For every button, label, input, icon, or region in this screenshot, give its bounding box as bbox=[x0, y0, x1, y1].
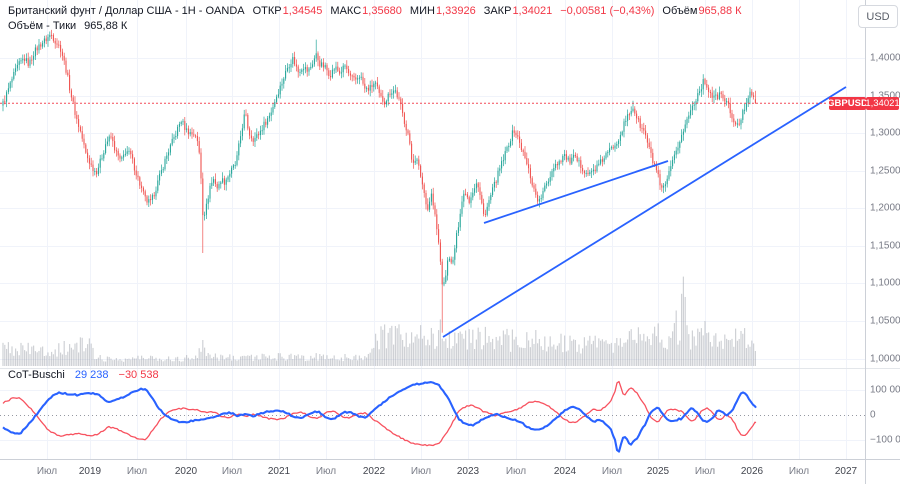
time-axis-label: 2021 bbox=[267, 466, 291, 477]
price-axis-label: 1,05000 bbox=[870, 315, 900, 327]
time-axis-label: Июл bbox=[788, 466, 810, 477]
price-axis-label: −100 000 bbox=[870, 434, 900, 446]
time-axis-label: 2025 bbox=[646, 466, 670, 477]
time-axis-label: 2024 bbox=[553, 466, 577, 477]
time-axis-label: 2020 bbox=[174, 466, 198, 477]
price-axis-label: 1,35000 bbox=[870, 90, 900, 102]
time-axis-label: 2022 bbox=[362, 466, 386, 477]
time-axis-label: 2023 bbox=[456, 466, 480, 477]
currency-usd-button[interactable]: USD bbox=[858, 5, 898, 28]
price-axis-label: 1,15000 bbox=[870, 240, 900, 252]
cot-short-value: −30 538 bbox=[118, 369, 159, 381]
cot-indicator-legend[interactable]: CoT-Buschi 29 238 −30 538 bbox=[8, 369, 159, 382]
price-axis-label: 1,40000 bbox=[870, 52, 900, 64]
time-axis-label: Июл bbox=[221, 466, 243, 477]
time-axis-label: 2026 bbox=[740, 466, 764, 477]
symbol-price-label: GBPUSD bbox=[827, 97, 868, 110]
time-axis-label: Июл bbox=[601, 466, 623, 477]
cot-indicator-title: CoT-Buschi bbox=[8, 369, 65, 381]
last-price-badge: 1,34021 bbox=[865, 97, 900, 110]
price-axis-label: 1,30000 bbox=[870, 127, 900, 139]
price-axis-label: 1,25000 bbox=[870, 165, 900, 177]
price-axis-label: 100 000 bbox=[870, 384, 900, 396]
time-axis-label: 2019 bbox=[78, 466, 102, 477]
time-axis-label: Июл bbox=[315, 466, 337, 477]
time-axis-label: Июл bbox=[36, 466, 58, 477]
time-axis-label: Июл bbox=[694, 466, 716, 477]
price-axis-label: 1,20000 bbox=[870, 202, 900, 214]
time-axis-label: Июл bbox=[410, 466, 432, 477]
price-axis-label: 0 bbox=[870, 409, 876, 421]
time-axis-label: Июл bbox=[126, 466, 148, 477]
time-axis-label: 2027 bbox=[834, 466, 858, 477]
time-axis-label: Июл bbox=[505, 466, 527, 477]
cot-long-value: 29 238 bbox=[74, 369, 109, 381]
